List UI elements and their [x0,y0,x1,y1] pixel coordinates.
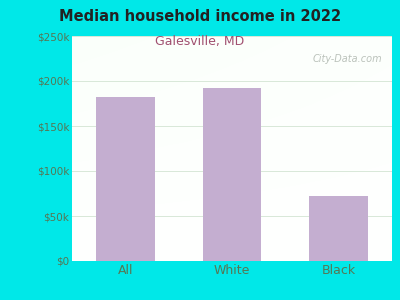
Text: Median household income in 2022: Median household income in 2022 [59,9,341,24]
Bar [309,196,368,261]
Text: City-Data.com: City-Data.com [313,54,382,64]
Text: Galesville, MD: Galesville, MD [155,34,245,47]
Bar [203,88,261,261]
Bar [96,97,155,261]
